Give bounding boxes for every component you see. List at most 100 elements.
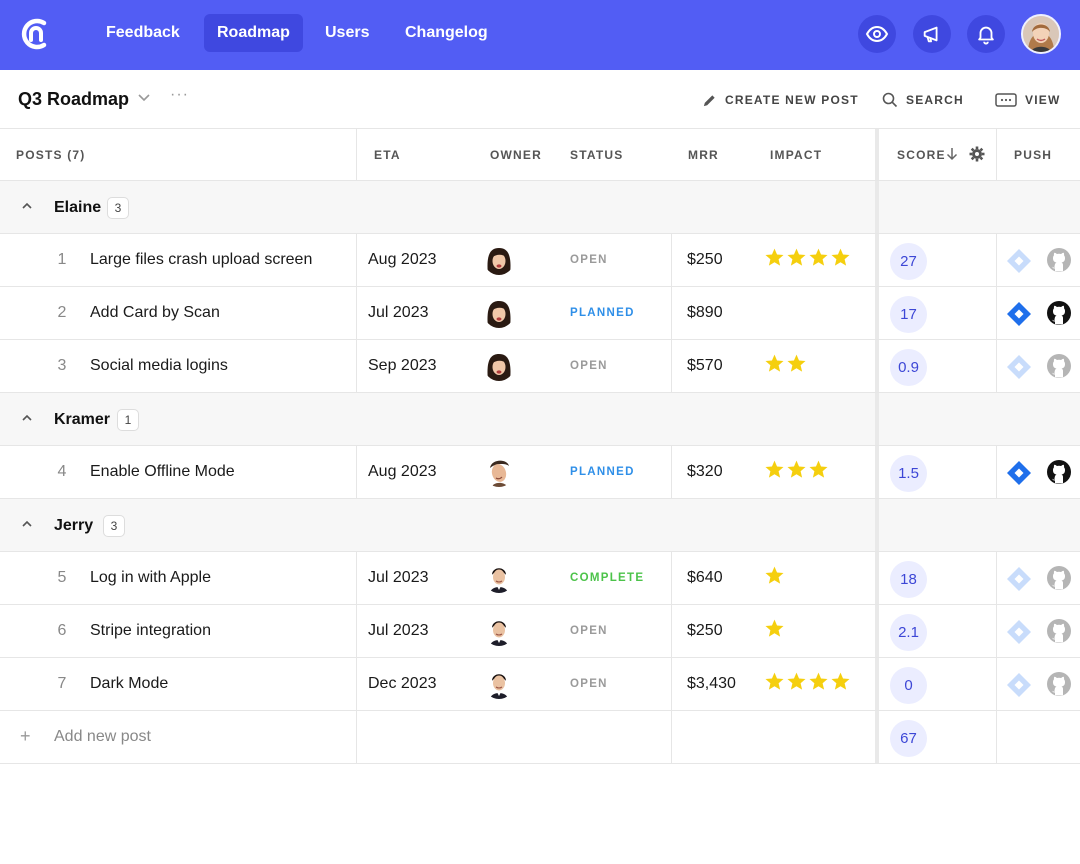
post-mrr: $570: [687, 357, 723, 374]
nav-feedback[interactable]: Feedback: [106, 24, 180, 41]
user-avatar[interactable]: [1021, 14, 1061, 54]
sort-arrow-down-icon[interactable]: [946, 147, 958, 161]
nav-roadmap[interactable]: Roadmap: [204, 14, 303, 52]
more-options-icon[interactable]: ···: [170, 86, 189, 103]
owner-avatar[interactable]: [484, 563, 514, 593]
group-row-elaine[interactable]: Elaine 3: [0, 181, 1080, 234]
impact-rating[interactable]: [764, 618, 785, 639]
table-row[interactable]: 3 Social media logins Sep 2023 OPEN $570 0.9: [0, 340, 1080, 393]
status-badge[interactable]: OPEN: [570, 678, 608, 690]
table-row[interactable]: 2 Add Card by Scan Jul 2023 PLANNED $890 17: [0, 287, 1080, 340]
post-title[interactable]: Enable Offline Mode: [90, 463, 235, 480]
search-button[interactable]: SEARCH: [882, 91, 964, 109]
add-post-row[interactable]: + Add new post 67: [0, 711, 1080, 764]
column-mrr[interactable]: MRR: [688, 148, 719, 162]
table-row[interactable]: 5 Log in with Apple Jul 2023 COMPLETE $640 18: [0, 552, 1080, 605]
post-mrr: $890: [687, 304, 723, 321]
column-owner[interactable]: OWNER: [490, 148, 542, 162]
table-row[interactable]: 4 Enable Offline Mode Aug 2023 PLANNED $320 1…: [0, 446, 1080, 499]
jira-icon[interactable]: [1006, 301, 1032, 327]
search-icon: [882, 92, 898, 108]
score-badge: 1.5: [890, 455, 927, 492]
canny-logo-icon[interactable]: [18, 15, 54, 53]
impact-rating[interactable]: [764, 565, 785, 586]
jira-icon[interactable]: [1006, 672, 1032, 698]
post-eta[interactable]: Aug 2023: [368, 251, 437, 268]
star-icon: [787, 460, 806, 478]
nav-users[interactable]: Users: [325, 24, 370, 41]
table-row[interactable]: 7 Dark Mode Dec 2023 OPEN $3,430 0: [0, 658, 1080, 711]
collapse-chevron-icon[interactable]: [20, 201, 34, 211]
post-eta[interactable]: Jul 2023: [368, 622, 429, 639]
group-row-jerry[interactable]: Jerry 3: [0, 499, 1080, 552]
plus-icon[interactable]: +: [20, 726, 31, 746]
announcements-button[interactable]: [913, 15, 951, 53]
create-post-button[interactable]: CREATE NEW POST: [702, 91, 859, 109]
add-new-post-button[interactable]: Add new post: [54, 728, 151, 745]
post-title[interactable]: Large files crash upload screen: [90, 251, 313, 268]
status-badge[interactable]: OPEN: [570, 625, 608, 637]
owner-avatar[interactable]: [484, 351, 514, 381]
chevron-down-icon[interactable]: [137, 93, 151, 103]
status-badge[interactable]: OPEN: [570, 360, 608, 372]
gear-icon[interactable]: [969, 146, 985, 162]
github-icon[interactable]: [1046, 247, 1072, 273]
jira-icon[interactable]: [1006, 354, 1032, 380]
jira-icon[interactable]: [1006, 248, 1032, 274]
github-icon[interactable]: [1046, 671, 1072, 697]
column-posts[interactable]: POSTS (7): [16, 148, 86, 162]
post-title[interactable]: Dark Mode: [90, 675, 169, 692]
github-icon[interactable]: [1046, 618, 1072, 644]
jira-icon[interactable]: [1006, 619, 1032, 645]
star-icon: [787, 354, 806, 372]
impact-rating[interactable]: [764, 671, 851, 692]
owner-avatar[interactable]: [484, 245, 514, 275]
column-eta[interactable]: ETA: [374, 148, 401, 162]
post-eta[interactable]: Jul 2023: [368, 304, 429, 321]
post-title[interactable]: Log in with Apple: [90, 569, 211, 586]
collapse-chevron-icon[interactable]: [20, 413, 34, 423]
post-title[interactable]: Stripe integration: [90, 622, 211, 639]
view-label: VIEW: [1025, 93, 1061, 107]
jira-icon[interactable]: [1006, 566, 1032, 592]
impact-rating[interactable]: [764, 353, 807, 374]
post-eta[interactable]: Sep 2023: [368, 357, 437, 374]
score-badge: 17: [890, 296, 927, 333]
group-row-kramer[interactable]: Kramer 1: [0, 393, 1080, 446]
post-index: 2: [57, 304, 67, 321]
column-score[interactable]: SCORE: [897, 148, 946, 162]
owner-avatar[interactable]: [484, 616, 514, 646]
star-icon: [787, 248, 806, 266]
column-status[interactable]: STATUS: [570, 148, 624, 162]
post-eta[interactable]: Jul 2023: [368, 569, 429, 586]
table-row[interactable]: 6 Stripe integration Jul 2023 OPEN $250 2.1: [0, 605, 1080, 658]
owner-avatar[interactable]: [484, 669, 514, 699]
megaphone-icon: [923, 26, 938, 43]
owner-elaine-avatar: [484, 245, 514, 275]
nav-changelog[interactable]: Changelog: [405, 24, 488, 41]
post-title[interactable]: Add Card by Scan: [90, 304, 220, 321]
impact-rating[interactable]: [764, 247, 851, 268]
github-icon[interactable]: [1046, 565, 1072, 591]
owner-avatar[interactable]: [484, 298, 514, 328]
collapse-chevron-icon[interactable]: [20, 519, 34, 529]
post-title[interactable]: Social media logins: [90, 357, 228, 374]
score-badge: 18: [890, 561, 927, 598]
view-button[interactable]: VIEW: [995, 91, 1060, 109]
status-badge[interactable]: COMPLETE: [570, 572, 645, 584]
impact-rating[interactable]: [764, 459, 829, 480]
view-public-button[interactable]: [858, 15, 896, 53]
github-icon[interactable]: [1046, 300, 1072, 326]
jira-icon[interactable]: [1006, 460, 1032, 486]
status-badge[interactable]: PLANNED: [570, 466, 635, 478]
status-badge[interactable]: OPEN: [570, 254, 608, 266]
owner-avatar[interactable]: [484, 457, 514, 487]
github-icon[interactable]: [1046, 459, 1072, 485]
github-icon[interactable]: [1046, 353, 1072, 379]
notifications-button[interactable]: [967, 15, 1005, 53]
post-eta[interactable]: Dec 2023: [368, 675, 437, 692]
post-eta[interactable]: Aug 2023: [368, 463, 437, 480]
column-impact[interactable]: IMPACT: [770, 148, 823, 162]
table-row[interactable]: 1 Large files crash upload screen Aug 2023…: [0, 234, 1080, 287]
status-badge[interactable]: PLANNED: [570, 307, 635, 319]
